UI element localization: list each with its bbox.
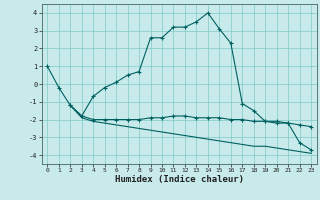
X-axis label: Humidex (Indice chaleur): Humidex (Indice chaleur) xyxy=(115,175,244,184)
